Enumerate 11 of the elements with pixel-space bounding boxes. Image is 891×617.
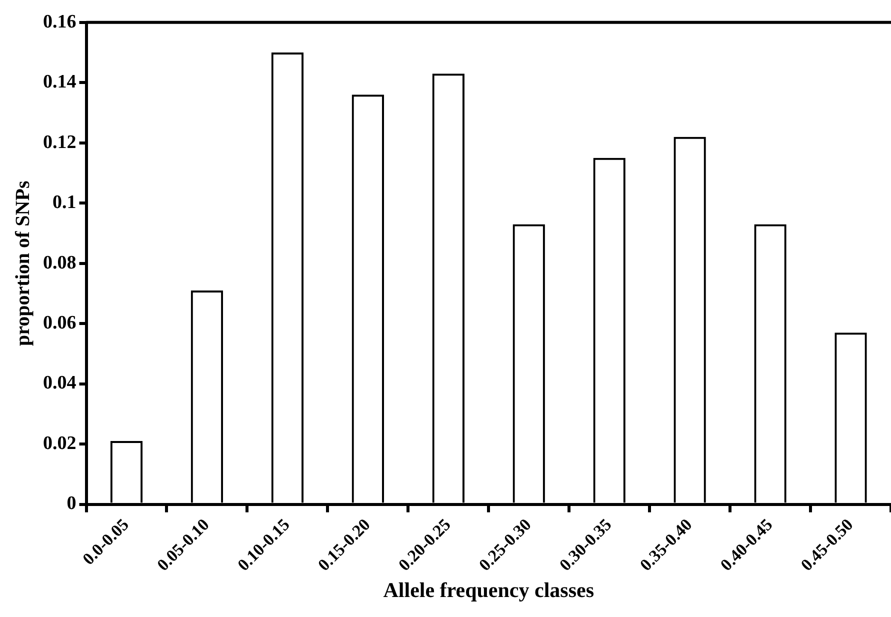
y-tick-label: 0.1 <box>52 192 76 214</box>
y-tick-label: 0.12 <box>43 132 76 153</box>
y-tick-label: 0.04 <box>43 372 77 394</box>
y-tick-label: 0.06 <box>43 312 76 334</box>
y-tick-label: 0 <box>66 493 76 514</box>
y-tick-label: 0.02 <box>43 432 76 454</box>
y-tick-label: 0.14 <box>43 72 77 93</box>
y-axis-title: proportion of SNPs <box>12 180 34 346</box>
x-axis-title: Allele frequency classes <box>383 578 594 602</box>
y-tick-label: 0.16 <box>43 11 76 32</box>
y-tick-label: 0.08 <box>43 252 76 274</box>
